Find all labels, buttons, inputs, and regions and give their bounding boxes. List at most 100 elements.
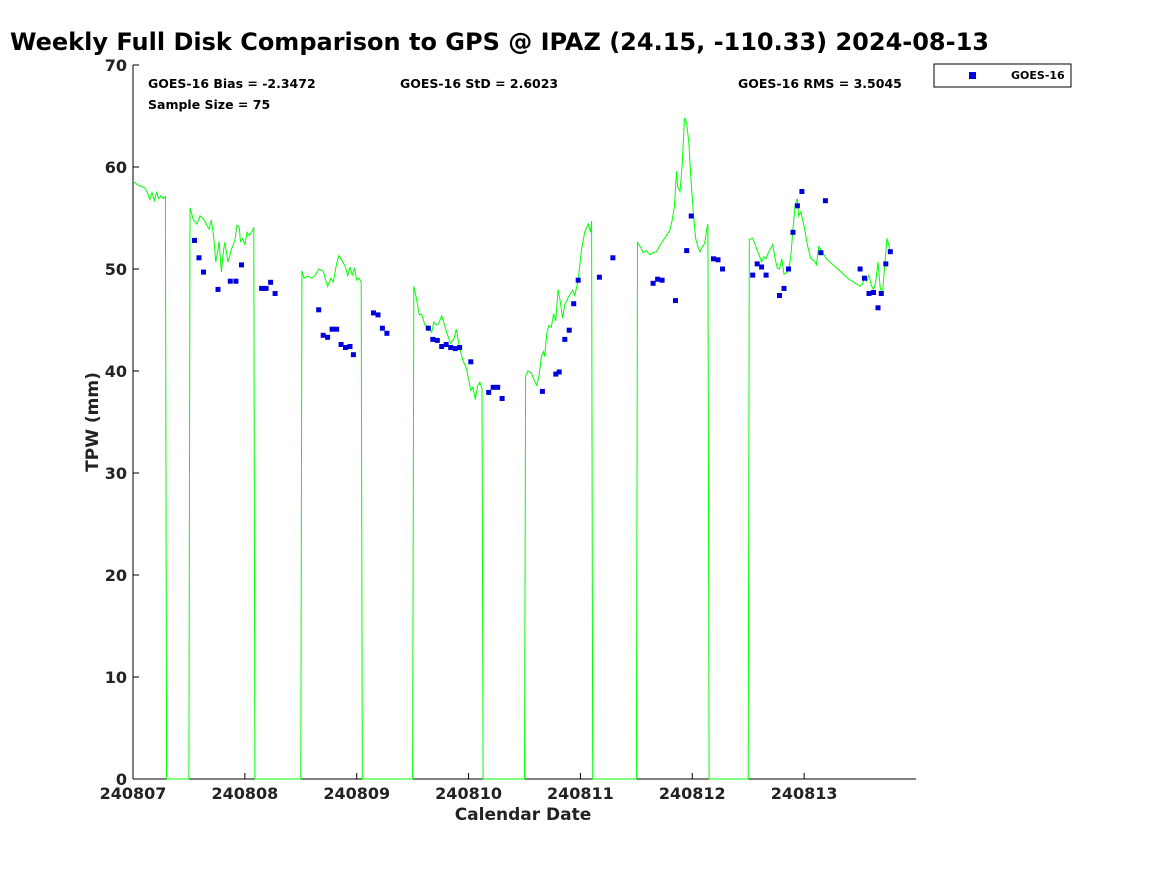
x-tick-label: 240812 (659, 784, 726, 803)
data-point (571, 301, 577, 307)
data-point (887, 249, 893, 255)
data-point (268, 279, 274, 285)
x-tick-label: 240808 (211, 784, 278, 803)
data-point (448, 345, 454, 350)
data-point (259, 285, 265, 291)
series-line-path (132, 117, 891, 780)
legend: GOES-16 (933, 63, 1072, 88)
data-point (320, 332, 326, 338)
data-point (325, 334, 331, 340)
y-tick-label: 70 (105, 56, 127, 75)
data-point (866, 291, 872, 296)
y-tick-label: 50 (105, 260, 127, 279)
y-tick-label: 10 (105, 668, 127, 687)
data-point (857, 266, 863, 272)
data-point (566, 327, 572, 333)
legend-marker-goes16 (969, 72, 976, 79)
data-point (781, 285, 787, 291)
data-point (215, 286, 221, 292)
data-point (371, 310, 376, 316)
data-point (263, 285, 269, 291)
x-tick-label: 240813 (771, 784, 838, 803)
data-point (490, 384, 496, 390)
data-point (777, 293, 782, 298)
stat-std: GOES-16 StD = 2.6023 (400, 76, 558, 91)
data-point (343, 345, 348, 350)
data-point (711, 256, 716, 262)
data-point (553, 371, 559, 377)
series-line-gps (132, 117, 891, 780)
data-point (799, 189, 805, 194)
data-point (329, 326, 335, 332)
data-point (434, 337, 440, 343)
data-point (379, 325, 385, 331)
data-point (878, 291, 884, 296)
data-point (818, 250, 824, 256)
data-point (192, 237, 197, 243)
data-point (610, 255, 616, 261)
axis-ticks: 0 10 20 30 40 50 60 70 240807 240808 240809 240810 2… (100, 56, 838, 803)
data-point (316, 307, 322, 313)
data-point (688, 213, 694, 219)
data-point (486, 389, 492, 395)
data-point (786, 266, 791, 272)
legend-label-goes16: GOES-16 (1011, 69, 1065, 82)
data-point (239, 262, 244, 268)
data-point (684, 248, 690, 254)
data-point (452, 346, 458, 352)
data-point (750, 272, 756, 278)
data-point (862, 275, 867, 281)
data-point (334, 326, 340, 332)
y-tick-label: 20 (105, 566, 127, 585)
data-point (822, 198, 828, 204)
data-point (720, 266, 725, 272)
x-tick-label: 240809 (323, 784, 390, 803)
stat-sample-size: Sample Size = 75 (148, 97, 270, 112)
data-point (468, 359, 474, 365)
y-tick-label: 30 (105, 464, 127, 483)
data-point (347, 344, 353, 349)
data-point (457, 345, 463, 350)
data-point (794, 203, 800, 209)
data-point (272, 291, 278, 296)
data-point (495, 384, 501, 390)
data-point (875, 305, 881, 311)
data-point (575, 277, 581, 283)
data-point (556, 369, 562, 375)
data-point (883, 261, 889, 267)
legend-box (933, 63, 1072, 88)
data-point (233, 278, 239, 284)
data-point (562, 336, 568, 342)
data-point (754, 261, 760, 267)
data-point (673, 298, 678, 304)
data-point (338, 342, 344, 347)
chart-title: Weekly Full Disk Comparison to GPS @ IPA… (10, 28, 989, 56)
data-point (499, 396, 505, 401)
data-point (596, 274, 602, 280)
data-point (350, 352, 356, 358)
x-tick-label: 240811 (547, 784, 614, 803)
y-tick-label: 0 (116, 770, 127, 789)
data-point (375, 312, 381, 318)
data-point (227, 278, 233, 284)
data-point (384, 330, 390, 336)
data-point (439, 344, 445, 349)
x-tick-label: 240810 (435, 784, 502, 803)
data-point (201, 269, 206, 275)
data-point (763, 272, 769, 278)
x-tick-label: 240807 (100, 784, 167, 803)
data-point (430, 336, 436, 342)
data-point (443, 342, 449, 347)
series-goes16-points (192, 189, 893, 401)
data-point (871, 290, 876, 295)
data-point (539, 388, 545, 394)
stat-bias: GOES-16 Bias = -2.3472 (148, 76, 316, 91)
data-point (655, 276, 661, 282)
y-tick-label: 60 (105, 158, 127, 177)
data-point (659, 277, 665, 283)
y-axis-label: TPW (mm) (83, 372, 103, 472)
data-point (759, 264, 765, 270)
x-axis-label: Calendar Date (455, 805, 592, 825)
data-point (650, 280, 656, 286)
